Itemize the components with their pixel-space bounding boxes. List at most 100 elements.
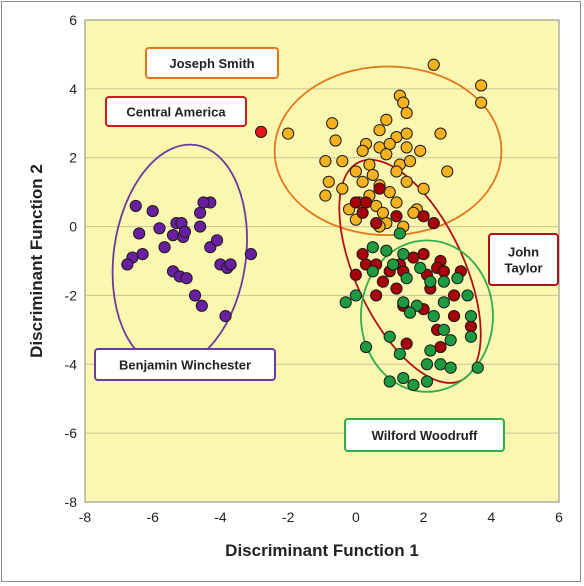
point-wilford-woodruff [349, 289, 362, 302]
point-wilford-woodruff [434, 358, 447, 371]
y-tick-label: -2 [65, 287, 78, 303]
point-benjamin-winchester [244, 248, 257, 261]
point-john-taylor [349, 268, 362, 281]
point-john-taylor [447, 289, 461, 302]
point-wilford-woodruff [403, 306, 417, 319]
point-wilford-woodruff [451, 272, 464, 285]
point-wilford-woodruff [407, 378, 420, 392]
point-joseph-smith [383, 137, 396, 151]
discriminant-scatter-chart: -8 -6 -4 -2 0 2 4 6 -8 -6 -4 -2 0 2 4 6 Joseph Smith Cen… [27, 12, 563, 560]
point-benjamin-winchester [194, 206, 207, 219]
annotation-box [105, 96, 247, 127]
x-tick-label: -8 [79, 509, 92, 525]
point-joseph-smith [380, 113, 393, 126]
point-joseph-smith [417, 182, 430, 195]
annotation-label: Wilford Woodruff [372, 428, 478, 443]
point-joseph-smith [383, 186, 396, 199]
point-wilford-woodruff [366, 241, 379, 254]
point-joseph-smith [400, 106, 413, 120]
point-wilford-woodruff [339, 296, 352, 309]
y-axis-title: Discriminant Function 2 [27, 164, 46, 358]
annotation-box [145, 47, 279, 79]
y-tick-label: 2 [69, 150, 77, 166]
point-benjamin-winchester [153, 222, 166, 235]
point-benjamin-winchester [136, 248, 149, 261]
point-john-taylor [356, 206, 369, 219]
x-tick-label: 4 [487, 509, 495, 525]
point-john-taylor [417, 210, 430, 223]
annotation-central-america: Central America [105, 96, 247, 127]
point-john-taylor [447, 309, 461, 323]
point-joseph-smith [380, 148, 393, 161]
point-central-america [254, 125, 268, 138]
point-benjamin-winchester [195, 299, 208, 312]
x-tick-label: -2 [282, 509, 295, 525]
annotation-joseph-smith: Joseph Smith [145, 47, 279, 79]
point-joseph-smith [349, 165, 362, 178]
point-wilford-woodruff [420, 375, 434, 388]
point-benjamin-winchester [188, 289, 202, 302]
ellipse-joseph-smith [273, 65, 503, 237]
point-wilford-woodruff [464, 330, 478, 343]
point-joseph-smith [329, 134, 342, 147]
point-joseph-smith [397, 96, 410, 109]
point-joseph-smith [376, 206, 390, 219]
point-joseph-smith [366, 168, 379, 182]
annotation-box [344, 418, 505, 452]
point-joseph-smith [356, 144, 369, 157]
point-benjamin-winchester [129, 199, 142, 213]
point-benjamin-winchester [166, 229, 180, 242]
point-wilford-woodruff [414, 261, 427, 274]
point-joseph-smith [319, 189, 332, 202]
point-benjamin-winchester [224, 258, 237, 271]
point-joseph-smith [400, 175, 413, 188]
point-john-taylor [359, 196, 373, 209]
point-benjamin-winchester [180, 272, 193, 285]
point-benjamin-winchester [158, 241, 171, 254]
point-john-taylor [376, 275, 390, 288]
point-joseph-smith [400, 141, 413, 154]
data-points [121, 58, 488, 392]
annotation-box [94, 348, 276, 381]
point-wilford-woodruff [397, 296, 410, 309]
ellipse-wilford-woodruff [360, 239, 494, 393]
annotation-wilford-woodruff: Wilford Woodruff [344, 418, 505, 452]
y-tick-label: -8 [65, 494, 78, 510]
point-benjamin-winchester [121, 258, 134, 271]
annotation-label: Central America [126, 105, 226, 120]
point-joseph-smith [390, 196, 403, 209]
point-wilford-woodruff [393, 227, 406, 240]
point-john-taylor [356, 248, 369, 261]
point-wilford-woodruff [424, 275, 437, 288]
x-tick-label: 0 [352, 509, 360, 525]
point-benjamin-winchester [219, 309, 232, 323]
x-tick-label: -6 [146, 509, 159, 525]
point-wilford-woodruff [380, 244, 393, 257]
point-joseph-smith [400, 127, 413, 140]
point-joseph-smith [441, 165, 454, 178]
point-john-taylor [400, 337, 413, 350]
point-joseph-smith [326, 117, 339, 130]
point-john-taylor [390, 210, 403, 223]
point-joseph-smith [403, 155, 417, 168]
point-wilford-woodruff [424, 344, 437, 357]
point-john-taylor [370, 217, 383, 230]
point-wilford-woodruff [464, 309, 478, 323]
point-wilford-woodruff [437, 296, 450, 309]
point-joseph-smith [407, 206, 420, 219]
point-wilford-woodruff [397, 371, 410, 385]
y-tick-label: 4 [69, 81, 77, 97]
point-wilford-woodruff [383, 375, 396, 388]
point-joseph-smith [336, 182, 349, 195]
y-tick-label: -4 [65, 356, 78, 372]
point-wilford-woodruff [366, 265, 379, 278]
x-tick-label: -4 [214, 509, 227, 525]
point-wilford-woodruff [387, 258, 400, 271]
point-john-taylor [417, 248, 430, 261]
point-wilford-woodruff [393, 347, 406, 361]
point-joseph-smith [434, 127, 447, 140]
point-joseph-smith [356, 175, 369, 188]
